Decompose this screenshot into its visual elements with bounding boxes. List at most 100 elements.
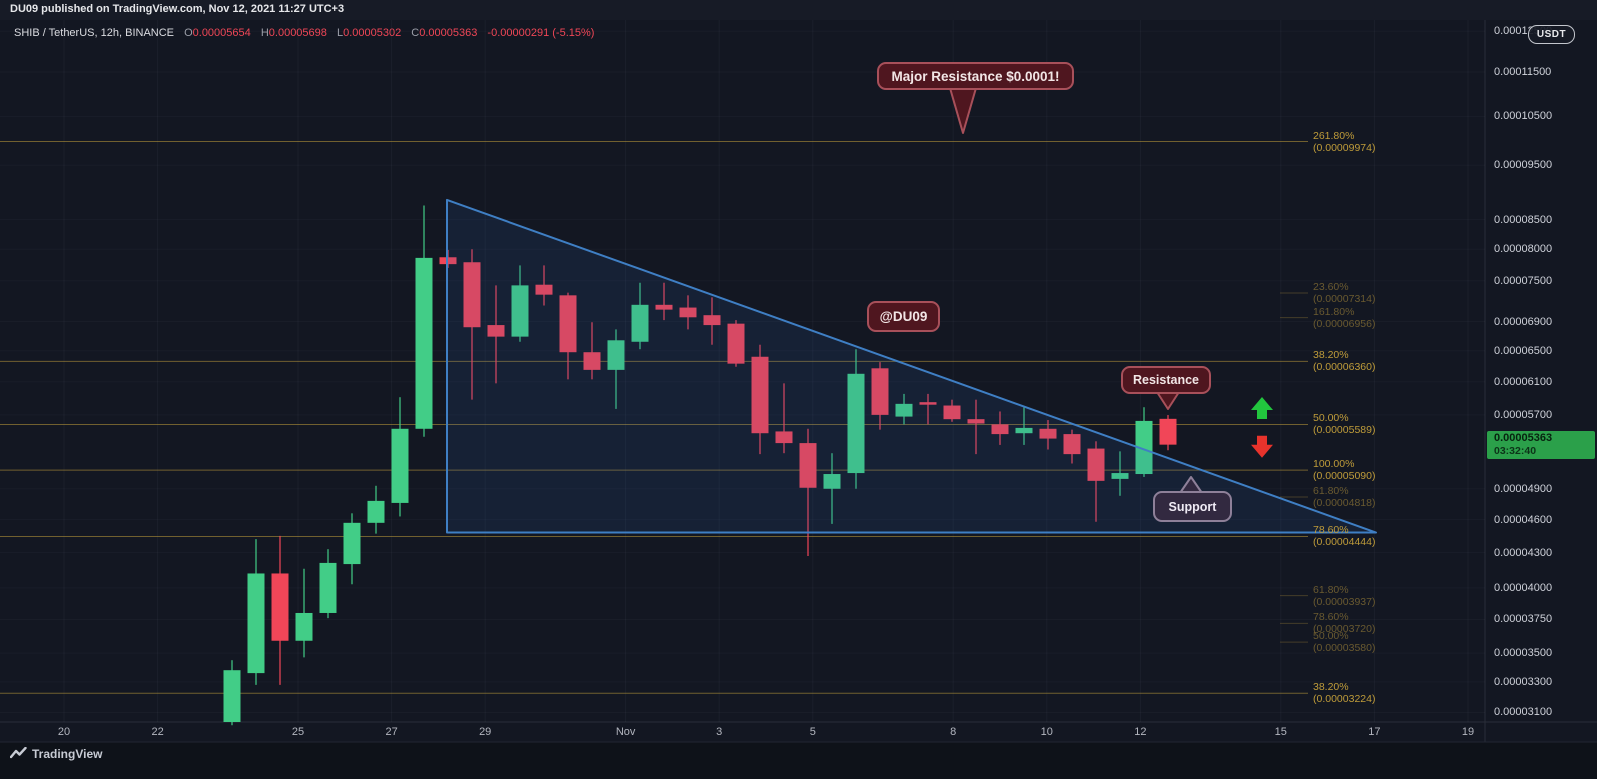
close-label: C bbox=[411, 27, 420, 39]
time-tick-label: Nov bbox=[615, 726, 636, 738]
price-tick-label: 0.00003300 bbox=[1494, 675, 1553, 688]
price-tick-label: 0.00003500 bbox=[1494, 647, 1553, 660]
callout-tail bbox=[1156, 391, 1180, 410]
candle-body bbox=[247, 573, 265, 674]
candle-body bbox=[319, 562, 337, 613]
high-label: H bbox=[260, 27, 269, 39]
time-tick-label: 27 bbox=[385, 726, 398, 738]
candle-body bbox=[463, 262, 481, 328]
candle-body bbox=[895, 403, 913, 417]
open-value: 0.00005654 bbox=[192, 27, 251, 39]
close-value: 0.00005363 bbox=[419, 27, 478, 39]
price-tick-label: 0.00008500 bbox=[1494, 213, 1553, 226]
high-value: 0.00005698 bbox=[268, 27, 327, 39]
candle-body bbox=[967, 419, 985, 424]
time-tick-label: 8 bbox=[950, 726, 957, 738]
last-price-badge: 0.00005363 03:32:40 bbox=[1487, 430, 1595, 459]
tradingview-logo-icon bbox=[10, 747, 27, 759]
price-tick-label: 0.00004900 bbox=[1494, 482, 1553, 495]
triangle-pattern-drawing[interactable] bbox=[446, 198, 1377, 534]
candle-body bbox=[559, 295, 577, 353]
price-tick-label: 0.00011500 bbox=[1494, 65, 1552, 78]
time-tick-label: 15 bbox=[1274, 726, 1287, 738]
time-tick-label: 20 bbox=[57, 726, 71, 738]
down-arrow-icon[interactable] bbox=[1251, 435, 1273, 458]
time-tick-label: 29 bbox=[479, 726, 492, 738]
open-label: O bbox=[184, 27, 193, 39]
callout-support[interactable]: Support bbox=[1153, 491, 1232, 522]
candle-body bbox=[727, 323, 745, 364]
tradingview-logo-text: TradingView bbox=[32, 747, 103, 761]
price-tick-label: 0.00004600 bbox=[1494, 513, 1553, 526]
candle-body bbox=[391, 428, 409, 503]
price-tick-label: 0.00004300 bbox=[1494, 546, 1553, 559]
candle-body bbox=[511, 285, 529, 337]
last-price-value: 0.00005363 bbox=[1494, 431, 1553, 444]
price-tick-label: 0.00003750 bbox=[1494, 613, 1553, 626]
candle-body bbox=[1159, 418, 1177, 445]
candle-body bbox=[751, 356, 769, 434]
candle-body bbox=[487, 325, 505, 337]
candle-body bbox=[1039, 428, 1057, 439]
callout-author-badge[interactable]: @DU09 bbox=[867, 301, 940, 332]
price-tick-label: 0.00006100 bbox=[1494, 375, 1553, 388]
up-arrow-icon[interactable] bbox=[1251, 397, 1273, 420]
candle-body bbox=[295, 612, 313, 641]
time-tick-label: 19 bbox=[1461, 726, 1475, 738]
candle-body bbox=[775, 431, 793, 444]
price-tick-label: 0.00006900 bbox=[1494, 315, 1553, 328]
price-tick-label: 0.00009500 bbox=[1494, 159, 1553, 172]
candle-body bbox=[799, 443, 817, 488]
time-axis[interactable]: 20 22 25 27 29 Nov 3 5 8 10 12 15 17 19 bbox=[0, 722, 1597, 742]
candle-body bbox=[607, 340, 625, 370]
time-tick-label: 12 bbox=[1134, 726, 1147, 738]
candle-body bbox=[367, 500, 385, 523]
publisher-line: DU09 published on TradingView.com, Nov 1… bbox=[10, 3, 345, 15]
symbol-info-line: SHIB / TetherUS, 12h, BINANCE O0.0000565… bbox=[14, 27, 594, 39]
candle-body bbox=[655, 304, 673, 310]
time-tick-label: 25 bbox=[291, 726, 305, 738]
currency-toggle-button[interactable]: USDT bbox=[1528, 25, 1575, 44]
attribution-bar bbox=[0, 0, 1597, 20]
time-tick-label: 10 bbox=[1040, 726, 1053, 738]
price-axis[interactable]: 0.00003100 0.00003300 0.00003500 0.00003750… bbox=[1485, 20, 1597, 742]
candle-body bbox=[583, 352, 601, 370]
footer-bar bbox=[0, 742, 1597, 779]
candle-body bbox=[871, 368, 889, 415]
change-value: -0.00000291 (-5.15%) bbox=[487, 27, 595, 39]
time-tick-label: 17 bbox=[1368, 726, 1381, 738]
low-value: 0.00005302 bbox=[343, 27, 402, 39]
candle-body bbox=[847, 373, 865, 474]
time-tick-label: 3 bbox=[716, 726, 723, 738]
candle-body bbox=[943, 405, 961, 420]
bar-countdown: 03:32:40 bbox=[1494, 444, 1537, 457]
price-tick-label: 0.00006500 bbox=[1494, 344, 1553, 357]
price-tick-label: 0.00007500 bbox=[1494, 274, 1553, 287]
candle-body bbox=[679, 307, 697, 318]
symbol-interval: 12h, bbox=[100, 27, 123, 39]
candle-body bbox=[223, 670, 241, 722]
candle-body bbox=[1015, 427, 1033, 434]
symbol-exchange: BINANCE bbox=[125, 27, 175, 39]
candle-body bbox=[535, 284, 553, 295]
callout-tail bbox=[949, 87, 977, 134]
candle-body bbox=[271, 573, 289, 641]
candle-body bbox=[703, 315, 721, 326]
candle-body bbox=[1063, 434, 1081, 455]
candle-body bbox=[991, 424, 1009, 435]
callout-major-resistance[interactable]: Major Resistance $0.0001! bbox=[877, 62, 1074, 90]
price-tick-label: 0.00005700 bbox=[1494, 408, 1553, 421]
tradingview-logo[interactable]: TradingView bbox=[10, 747, 102, 761]
callout-resistance[interactable]: Resistance bbox=[1121, 366, 1211, 394]
price-tick-label: 0.00010500 bbox=[1494, 110, 1553, 123]
price-tick-label: 0.00004000 bbox=[1494, 581, 1553, 594]
candle-body bbox=[1135, 420, 1153, 475]
candle-body bbox=[631, 304, 649, 342]
candle-body bbox=[919, 402, 937, 405]
price-tick-label: 0.00003100 bbox=[1494, 706, 1553, 719]
candle-body bbox=[1087, 448, 1105, 481]
time-tick-label: 5 bbox=[809, 726, 816, 738]
candle-body bbox=[823, 474, 841, 489]
